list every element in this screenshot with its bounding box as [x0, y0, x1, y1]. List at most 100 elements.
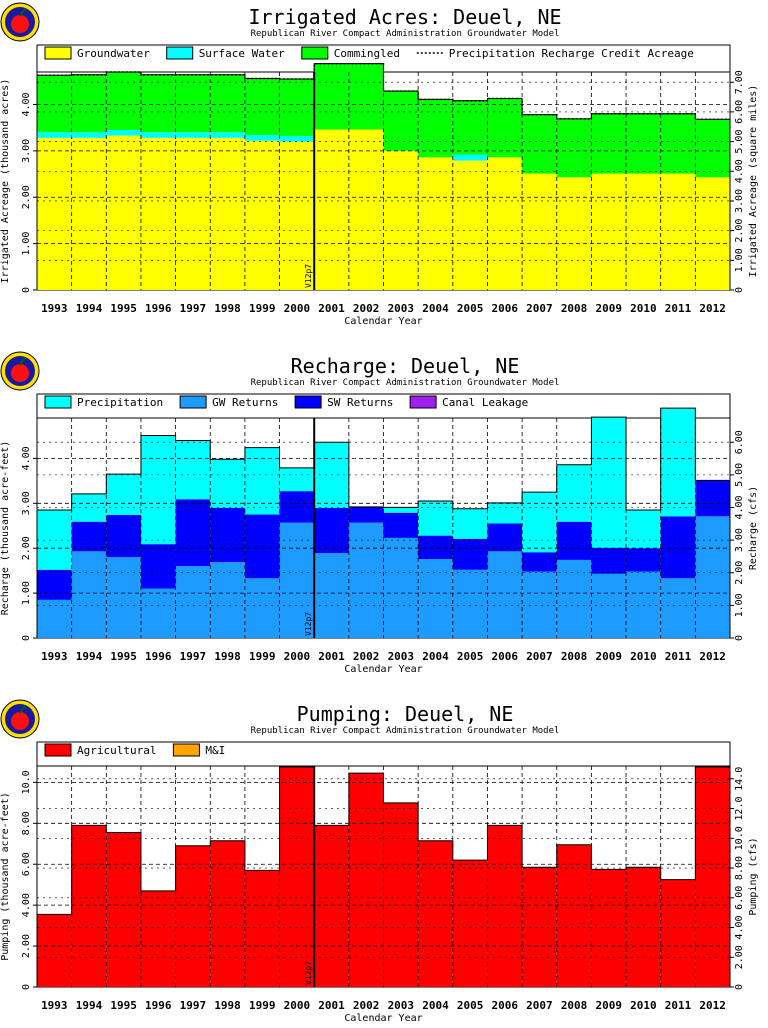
bar-1999-surface-water: [244, 135, 280, 141]
y2-tick-label: 5.00: [734, 130, 745, 154]
x-tick-label: 2004: [422, 302, 449, 315]
bar-1996-agricultural: [140, 890, 176, 987]
legend-swatch: [172, 743, 200, 757]
y2-tick-label: 0: [734, 287, 745, 293]
x-tick-label: 2001: [318, 999, 345, 1012]
x-tick-label: 1997: [180, 999, 207, 1012]
bar-2008-sw-returns: [556, 521, 592, 560]
bar-2000-agricultural: [279, 767, 315, 987]
bar-2006-agricultural: [487, 825, 523, 987]
bar-1995-precipitation: [106, 474, 141, 515]
y-tick-label: 4.00: [21, 893, 32, 917]
x-axis-label: Calendar Year: [344, 316, 422, 327]
bar-2011-groundwater: [660, 173, 696, 290]
apple-leaf-icon: [19, 357, 27, 366]
bar-1994-gw-returns: [71, 551, 107, 638]
legend-label: Precipitation Recharge Credit Acreage: [449, 47, 694, 60]
grid-lines: [37, 72, 730, 290]
y-tick-label: 2.00: [21, 536, 32, 560]
x-tick-label: 2011: [665, 302, 692, 315]
y-tick-label: 8.00: [21, 811, 32, 835]
x-tick-label: 2000: [284, 302, 311, 315]
bar-1999-sw-returns: [244, 514, 280, 579]
version-marker-label: V12p7: [304, 961, 313, 985]
x-tick-label: 2006: [492, 650, 519, 663]
bar-2008-gw-returns: [556, 559, 592, 638]
x-tick-label: 2012: [699, 999, 726, 1012]
bar-1994-surface-water: [71, 132, 107, 138]
bar-2007-sw-returns: [522, 552, 557, 572]
bar-2005-sw-returns: [452, 538, 488, 570]
legend-label: Canal Leakage: [442, 396, 528, 409]
bar-1998-groundwater: [210, 137, 245, 290]
x-tick-label: 1995: [110, 650, 137, 663]
bar-2011-agricultural: [660, 879, 696, 987]
bar-2001-groundwater: [314, 129, 349, 290]
x-tick-label: 2002: [353, 650, 380, 663]
bar-1993-gw-returns: [37, 599, 72, 638]
legend-label: Surface Water: [199, 47, 285, 60]
chart-title: Irrigated Acres: Deuel, NE: [248, 5, 561, 29]
bar-2010-groundwater: [626, 173, 661, 290]
bar-2000-commingled: [279, 78, 315, 137]
bar-1993-sw-returns: [37, 569, 72, 600]
y2-tick-label: 5.00: [734, 463, 745, 487]
bar-2004-sw-returns: [418, 535, 453, 559]
bar-2000-precipitation: [279, 467, 315, 492]
y2-tick-label: 6.00: [734, 430, 745, 454]
y2-tick-label: 10.0: [734, 826, 745, 850]
bar-1995-sw-returns: [106, 514, 141, 558]
apple-leaf-icon: [19, 8, 27, 17]
y-tick-label: 2.00: [21, 185, 32, 209]
bar-2010-agricultural: [626, 867, 661, 987]
legend-swatch: [409, 395, 437, 409]
chart-title: Recharge: Deuel, NE: [291, 354, 520, 378]
x-tick-label: 1995: [110, 302, 137, 315]
bar-2003-groundwater: [383, 150, 419, 290]
bar-2011-precipitation: [660, 408, 696, 517]
x-tick-label: 2006: [492, 999, 519, 1012]
x-tick-label: 1994: [76, 999, 103, 1012]
bar-2010-sw-returns: [626, 548, 661, 572]
legend-label: SW Returns: [327, 396, 393, 409]
y2-tick-label: 6.00: [734, 100, 745, 124]
bar-2005-commingled: [452, 100, 488, 155]
x-tick-label: 1996: [145, 999, 172, 1012]
bar-2005-surface-water: [452, 154, 488, 161]
bar-2009-commingled: [591, 113, 627, 174]
x-tick-label: 1999: [249, 302, 276, 315]
bar-1998-gw-returns: [210, 562, 245, 638]
bar-2008-agricultural: [556, 844, 592, 987]
legend-label: Precipitation: [77, 396, 163, 409]
y2-tick-label: 1.00: [734, 248, 745, 272]
x-tick-label: 2008: [561, 650, 588, 663]
bar-2010-gw-returns: [626, 571, 661, 638]
y2-axis-label: Pumping (cfs): [748, 837, 759, 915]
legend-swatch: [294, 395, 322, 409]
bar-2005-groundwater: [452, 160, 488, 290]
y2-tick-label: 3.00: [734, 528, 745, 552]
bars-group: [36, 407, 731, 638]
x-tick-label: 2011: [665, 650, 692, 663]
bar-2003-agricultural: [383, 802, 419, 987]
bar-2009-gw-returns: [591, 573, 627, 638]
x-axis-label: Calendar Year: [344, 664, 422, 675]
x-tick-label: 1993: [41, 302, 68, 315]
bar-2008-groundwater: [556, 177, 592, 290]
bars-group: [36, 63, 731, 290]
bar-1997-surface-water: [175, 132, 211, 138]
legend-swatch: [44, 46, 72, 60]
y-axis-label: Recharge (thousand acre-feet): [0, 441, 11, 616]
x-tick-label: 2010: [630, 999, 657, 1012]
x-tick-label: 1994: [76, 302, 103, 315]
bar-1999-agricultural: [244, 870, 280, 987]
bar-1995-commingled: [106, 72, 141, 130]
legend-swatch: [166, 46, 194, 60]
bar-1995-gw-returns: [106, 557, 141, 638]
bar-1999-groundwater: [244, 140, 280, 290]
y-tick-label: 10.0: [21, 770, 32, 794]
bar-1996-groundwater: [140, 137, 176, 290]
x-tick-label: 1994: [76, 650, 103, 663]
